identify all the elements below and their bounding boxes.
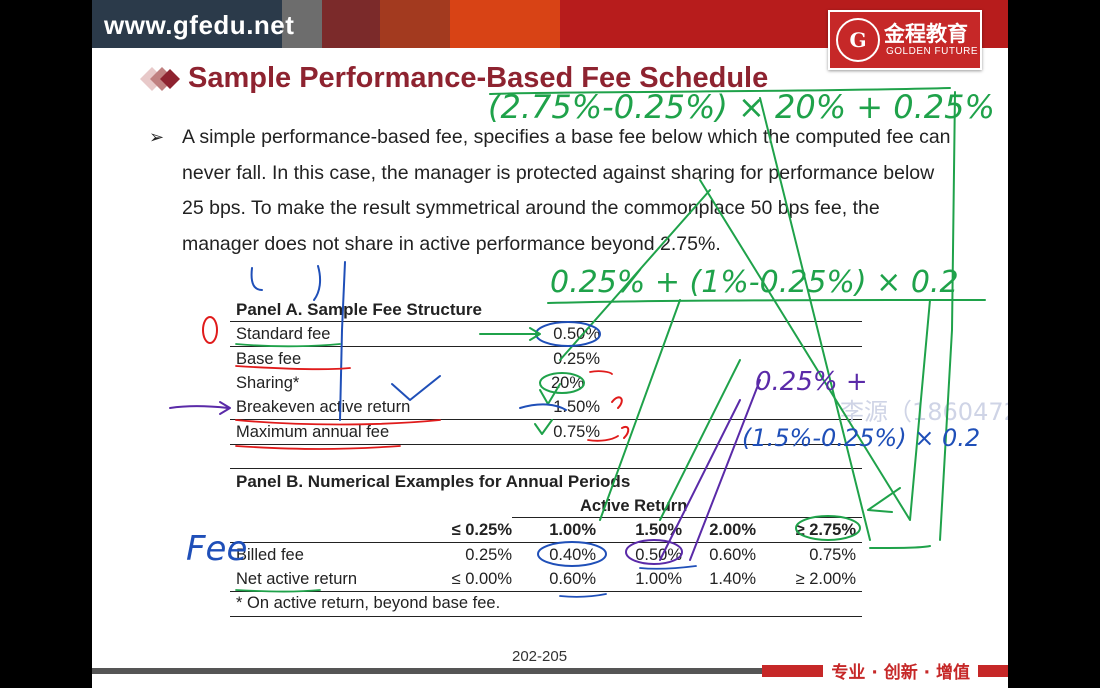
bullet-arrow-icon: ➢ <box>149 127 165 147</box>
table-cell: 0.60% <box>549 570 596 588</box>
table-rule <box>230 444 862 445</box>
table-cell: ≤ 0.00% <box>451 570 512 588</box>
logo-seal-icon: G <box>836 18 880 62</box>
diamond-bullets-icon <box>140 67 180 91</box>
table-rule <box>230 542 862 543</box>
column-header: ≥ 2.75% <box>795 521 856 539</box>
body-paragraph: A simple performance-based fee, specifie… <box>182 126 951 255</box>
fee-row-label: Base fee <box>236 350 302 368</box>
table-cell: ≥ 2.00% <box>795 570 856 588</box>
fee-row-value: 0.50% <box>553 325 600 343</box>
table-cell: 0.50% <box>635 546 682 564</box>
table-cell: 1.00% <box>635 570 682 588</box>
column-header: 1.00% <box>549 521 596 539</box>
footer-slogan: 专业 · 创新 · 增值 <box>823 658 978 683</box>
column-header: 2.00% <box>709 521 756 539</box>
fee-row-value: 20% <box>550 374 584 392</box>
fee-row-label: Maximum annual fee <box>236 423 390 441</box>
logo-text-en: GOLDEN FUTURE <box>886 46 979 57</box>
panel-a-title: Panel A. Sample Fee Structure <box>236 300 482 319</box>
column-header: ≤ 0.25% <box>451 521 512 539</box>
footer-stripe <box>92 668 822 674</box>
header-stripe <box>282 0 322 48</box>
table-cell: 0.40% <box>549 546 596 564</box>
page-number: 202-205 <box>512 648 568 665</box>
table-cell: 0.25% <box>465 546 512 564</box>
fee-row-label: Standard fee <box>236 325 331 343</box>
brand-logo: G 金程教育 GOLDEN FUTURE <box>828 10 982 70</box>
table-footnote: * On active return, beyond base fee. <box>236 594 501 612</box>
panel-b-title: Panel B. Numerical Examples for Annual P… <box>236 472 631 491</box>
page-title: Sample Performance-Based Fee Schedule <box>188 62 769 94</box>
table-rule <box>230 616 862 617</box>
table-cell: 1.40% <box>709 570 756 588</box>
header-url-bg <box>92 0 282 48</box>
site-url: www.gfedu.net <box>104 10 295 40</box>
table-rule <box>230 468 862 469</box>
fee-row-value: 1.50% <box>553 398 600 416</box>
header-stripe <box>450 0 560 48</box>
header-stripe <box>322 0 380 48</box>
table-rule <box>230 321 862 322</box>
slide: www.gfedu.net G 金程教育 GOLDEN FUTURE Sampl… <box>92 0 1008 688</box>
table-cell: 0.75% <box>809 546 856 564</box>
title-row: Sample Performance-Based Fee Schedule <box>122 60 822 100</box>
watermark-text: 李源（1860472299 <box>840 398 1008 426</box>
fee-row-value: 0.75% <box>553 423 600 441</box>
table-rule <box>230 591 862 592</box>
fee-row-value: 0.25% <box>553 350 600 368</box>
active-return-header: Active Return <box>580 497 688 515</box>
table-row-label: Net active return <box>236 570 358 588</box>
header-stripe <box>380 0 450 48</box>
column-header: 1.50% <box>635 521 682 539</box>
fee-row-label: Sharing* <box>236 374 300 392</box>
table-rule <box>230 346 862 347</box>
table-cell: 0.60% <box>709 546 756 564</box>
table-rule <box>230 419 862 420</box>
fee-row-label: Breakeven active return <box>236 398 411 416</box>
table-row-label: Billed fee <box>236 546 304 564</box>
logo-text-cn: 金程教育 <box>884 22 968 46</box>
table-rule <box>512 517 862 518</box>
